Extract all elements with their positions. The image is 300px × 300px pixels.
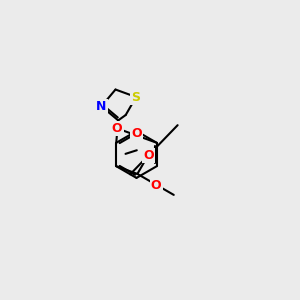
Text: O: O — [112, 122, 122, 135]
Text: O: O — [151, 179, 161, 192]
Text: N: N — [95, 100, 105, 113]
Text: S: S — [132, 91, 141, 103]
Text: O: O — [143, 149, 154, 162]
Text: N: N — [96, 100, 106, 113]
Text: O: O — [131, 127, 142, 140]
Text: O: O — [131, 127, 142, 140]
Text: O: O — [112, 122, 122, 135]
Text: O: O — [151, 179, 161, 192]
Text: O: O — [143, 149, 154, 162]
Text: S: S — [132, 91, 141, 103]
